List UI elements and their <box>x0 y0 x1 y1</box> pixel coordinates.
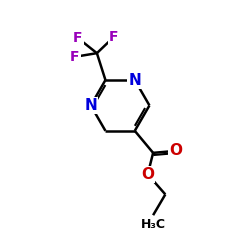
Text: O: O <box>169 144 182 158</box>
Text: F: F <box>70 50 80 64</box>
Text: O: O <box>141 167 154 182</box>
Text: N: N <box>128 72 141 88</box>
Text: F: F <box>109 30 118 44</box>
Text: F: F <box>73 31 83 45</box>
Text: H₃C: H₃C <box>140 218 166 231</box>
Text: N: N <box>84 98 97 113</box>
